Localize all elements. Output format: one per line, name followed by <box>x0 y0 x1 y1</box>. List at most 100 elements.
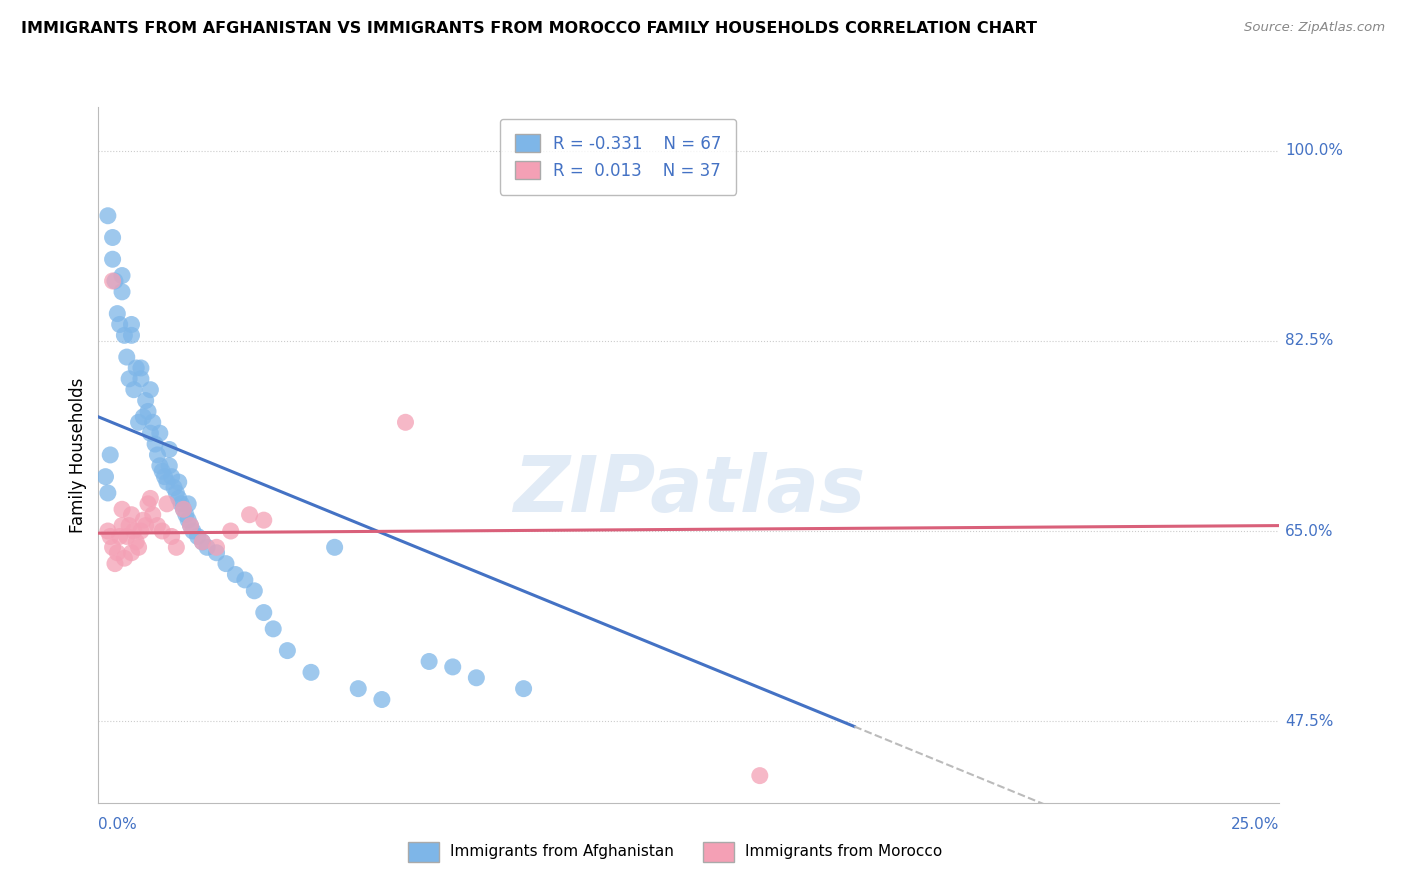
Point <box>98 448 121 462</box>
Point <box>101 274 124 288</box>
Point <box>156 497 179 511</box>
Point <box>122 383 145 397</box>
Point <box>177 497 200 511</box>
Point <box>139 426 162 441</box>
Point <box>441 660 464 674</box>
Text: 82.5%: 82.5% <box>1285 334 1333 348</box>
Point <box>205 541 228 555</box>
Point <box>112 328 135 343</box>
Point <box>219 524 242 538</box>
Point <box>748 769 770 783</box>
Point <box>101 252 124 267</box>
Point <box>191 535 214 549</box>
Point <box>135 518 157 533</box>
Point <box>153 469 176 483</box>
Point <box>262 622 284 636</box>
Point <box>125 535 148 549</box>
Text: Immigrants from Morocco: Immigrants from Morocco <box>745 845 942 859</box>
Point <box>118 372 141 386</box>
Point <box>105 546 128 560</box>
Text: Immigrants from Afghanistan: Immigrants from Afghanistan <box>450 845 673 859</box>
Point <box>512 681 534 696</box>
Point <box>167 491 190 506</box>
Point <box>191 535 214 549</box>
Point <box>125 361 148 376</box>
Point <box>253 606 276 620</box>
Point <box>165 541 187 555</box>
Point <box>167 475 190 489</box>
Point <box>323 541 346 555</box>
Point <box>129 361 152 376</box>
Point <box>98 529 121 543</box>
Point <box>97 209 120 223</box>
Point <box>170 497 193 511</box>
Point <box>150 464 173 478</box>
Point <box>156 475 179 489</box>
Point <box>418 655 440 669</box>
Point <box>143 437 166 451</box>
Point <box>108 529 131 543</box>
Point <box>160 469 183 483</box>
Point <box>253 513 276 527</box>
Point <box>135 393 157 408</box>
Point <box>136 404 159 418</box>
Point <box>128 415 150 429</box>
Point <box>142 508 165 522</box>
Point <box>111 285 134 299</box>
Point <box>129 372 152 386</box>
Point <box>101 541 124 555</box>
Point <box>150 524 173 538</box>
Point <box>181 524 204 538</box>
Point <box>160 529 183 543</box>
Point <box>132 409 155 424</box>
Point <box>101 230 124 244</box>
Point <box>187 529 209 543</box>
Point <box>128 541 150 555</box>
Text: 47.5%: 47.5% <box>1285 714 1333 729</box>
Point <box>180 518 202 533</box>
Point <box>111 502 134 516</box>
Point <box>174 508 197 522</box>
Point <box>239 508 262 522</box>
Point <box>146 448 169 462</box>
Point <box>111 518 134 533</box>
Text: 0.0%: 0.0% <box>98 817 138 832</box>
Point <box>299 665 322 680</box>
Point <box>97 486 120 500</box>
Point <box>104 274 127 288</box>
Point <box>121 328 143 343</box>
Point <box>165 486 187 500</box>
Point <box>172 502 194 516</box>
Point <box>233 573 256 587</box>
Point <box>97 524 120 538</box>
Text: Source: ZipAtlas.com: Source: ZipAtlas.com <box>1244 21 1385 35</box>
Point <box>149 426 172 441</box>
Point <box>115 350 138 364</box>
Point <box>105 307 128 321</box>
Point <box>104 557 127 571</box>
Point <box>139 491 162 506</box>
Text: 100.0%: 100.0% <box>1285 143 1343 158</box>
Point <box>121 546 143 560</box>
Point <box>163 481 186 495</box>
Text: 65.0%: 65.0% <box>1285 524 1333 539</box>
Point <box>118 518 141 533</box>
Text: 25.0%: 25.0% <box>1232 817 1279 832</box>
Point <box>115 529 138 543</box>
Point <box>172 502 194 516</box>
Legend: R = -0.331    N = 67, R =  0.013    N = 37: R = -0.331 N = 67, R = 0.013 N = 37 <box>499 119 737 194</box>
Point <box>108 318 131 332</box>
Point <box>94 469 117 483</box>
Point <box>347 681 370 696</box>
Point <box>205 546 228 560</box>
Point <box>142 415 165 429</box>
Point <box>371 692 394 706</box>
Point <box>243 583 266 598</box>
Point <box>111 268 134 283</box>
Text: ZIPatlas: ZIPatlas <box>513 451 865 528</box>
Point <box>177 513 200 527</box>
Point <box>215 557 238 571</box>
Point <box>465 671 488 685</box>
Point <box>136 497 159 511</box>
Point <box>139 383 162 397</box>
